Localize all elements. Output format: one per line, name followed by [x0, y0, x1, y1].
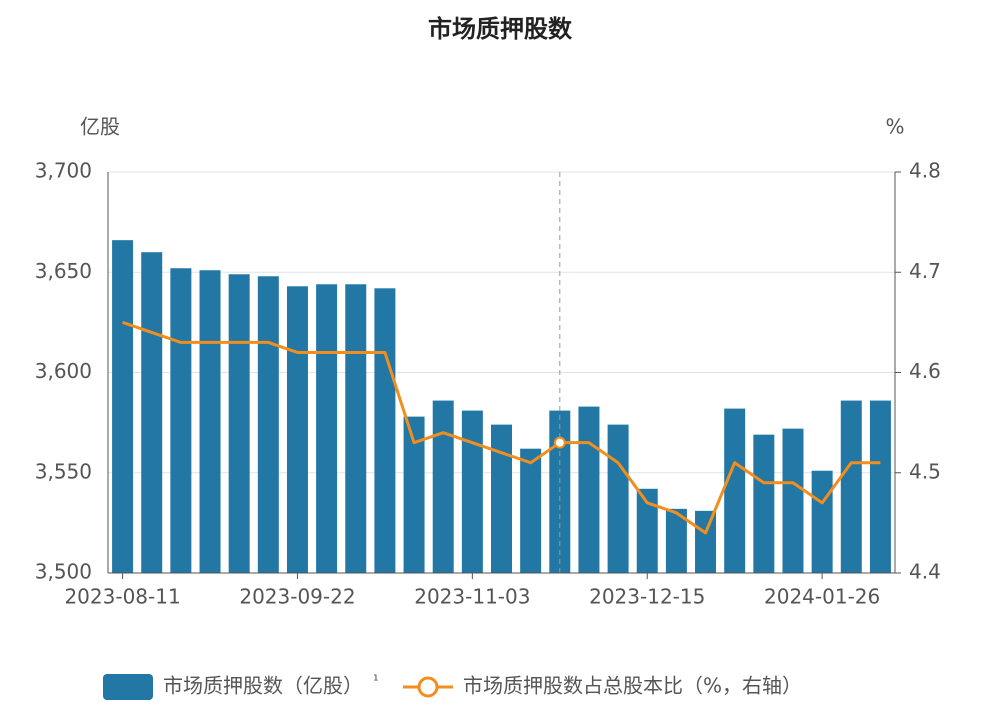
bar [199, 270, 221, 573]
bar [491, 424, 512, 573]
bar [520, 448, 542, 573]
y2-tick-label: 4.7 [909, 259, 941, 283]
bar [753, 434, 775, 573]
y-tick-label: 3,650 [35, 259, 92, 283]
y2-tick-label: 4.8 [909, 159, 941, 183]
bar [112, 240, 134, 574]
y-axis-label: 亿股 [80, 115, 120, 139]
bar [811, 470, 833, 573]
bar [636, 488, 658, 573]
bar [374, 288, 396, 573]
bar [345, 284, 367, 573]
line [122, 320, 881, 535]
legend-swatch-marker [417, 676, 439, 698]
y-tick-label: 3,550 [35, 459, 92, 483]
legend-label: 市场质押股数（亿股） [163, 674, 363, 698]
bar [286, 286, 308, 573]
y-tick-label: 3,700 [35, 159, 92, 183]
y-tick-label: 3,500 [35, 560, 92, 584]
chart-title: 市场质押股数 [428, 15, 573, 43]
bar [578, 406, 600, 573]
bar [141, 252, 163, 573]
legend-swatch [103, 674, 153, 700]
bar [607, 424, 629, 573]
legend-note: ¹ [373, 673, 379, 689]
bar [782, 428, 804, 573]
bar [170, 268, 192, 573]
x-tick-label: 2023-08-11 [64, 585, 180, 609]
x-tick-label: 2023-09-22 [239, 585, 355, 609]
x-tick-label: 2023-12-15 [589, 585, 705, 609]
x-tick-label: 2023-11-03 [414, 585, 530, 609]
legend-label: 市场质押股数占总股本比（%，右轴） [463, 674, 802, 698]
y2-axis-label: % [885, 115, 904, 139]
bar [316, 284, 338, 573]
x-tick-label: 2024-01-26 [764, 585, 880, 609]
bar [432, 400, 454, 573]
bar [403, 416, 425, 573]
bar [228, 274, 250, 573]
bar [869, 400, 891, 573]
y-tick-label: 3,600 [35, 359, 92, 383]
bar [257, 276, 279, 573]
bar [840, 400, 862, 573]
y2-tick-label: 4.4 [909, 560, 941, 584]
y2-tick-label: 4.5 [909, 459, 941, 483]
highlight-marker [553, 436, 566, 449]
bar [461, 410, 483, 573]
bar [665, 508, 687, 573]
bar [695, 510, 717, 573]
bar [724, 408, 746, 573]
y2-tick-label: 4.6 [909, 359, 941, 383]
